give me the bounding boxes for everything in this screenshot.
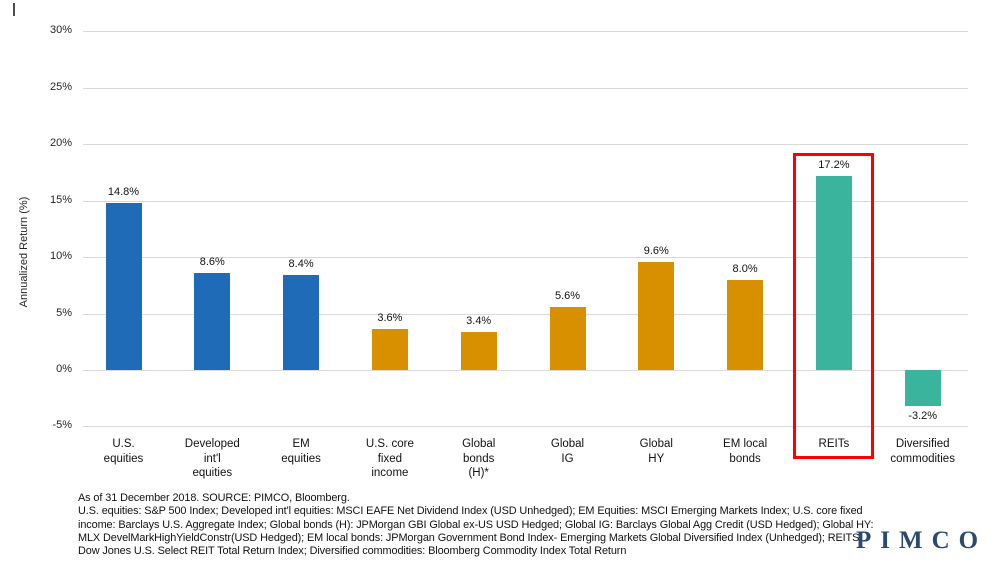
footnote-line-1: As of 31 December 2018. SOURCE: PIMCO, B…	[78, 492, 350, 504]
category-label-global-bonds-h: Global bonds (H)*	[432, 437, 526, 481]
category-label-global-ig: Global IG	[521, 437, 615, 466]
category-label-line: bonds	[729, 452, 761, 465]
gridline-10	[83, 257, 968, 259]
value-label-diversified-commodities: -3.2%	[908, 410, 938, 423]
category-label-u-s-core-fixed-income: U.S. core fixed income	[343, 437, 437, 481]
category-label-line: IG	[561, 452, 574, 465]
gridline-15	[83, 200, 968, 202]
category-label-global-hy: Global HY	[609, 437, 703, 466]
gridline-20	[83, 144, 968, 146]
category-label-reits: REITs	[787, 437, 881, 452]
value-label-global-bonds-h: 3.4%	[466, 314, 492, 327]
category-label-line: EM	[292, 438, 310, 450]
category-label-line: EM local	[723, 438, 768, 450]
value-label-u-s-equities: 14.8%	[107, 185, 140, 198]
bar-global-bonds-h	[460, 331, 497, 370]
bar-em-local-bonds	[727, 279, 764, 370]
gridline-30	[83, 31, 968, 33]
bar-em-equities	[283, 275, 320, 370]
y-tick-label--5: -5%	[52, 419, 72, 432]
y-axis-title: Annualized Return (%)	[18, 196, 30, 308]
reits-highlight-box	[793, 153, 875, 459]
source-footnote: As of 31 December 2018. SOURCE: PIMCO, B…	[78, 492, 874, 558]
category-label-line: equities	[281, 452, 321, 465]
footnote-line-4: MLX DevelMarkHighYieldConstr(USD Hedged)…	[78, 531, 863, 544]
y-tick-label-20: 20%	[49, 137, 72, 150]
value-label-global-hy: 9.6%	[643, 244, 669, 257]
category-label-line: Global	[550, 438, 585, 450]
value-label-developed-int-l-equities: 8.6%	[199, 255, 225, 268]
gridline--5	[83, 426, 968, 428]
category-label-line: int'l	[203, 452, 221, 465]
category-label-diversified-commodities: Diversified commodities	[876, 437, 970, 466]
bar-global-ig	[549, 306, 586, 370]
footnote-line-5: Dow Jones U.S. Select REIT Total Return …	[78, 545, 627, 558]
category-label-line: REITs	[818, 438, 850, 450]
bar-reits	[815, 175, 852, 370]
category-label-line: equities	[192, 467, 233, 479]
category-label-line: commodities	[890, 452, 955, 465]
category-label-line: fixed	[377, 452, 403, 465]
category-label-line: Global	[639, 438, 673, 450]
value-label-em-equities: 8.4%	[288, 258, 314, 271]
value-label-u-s-core-fixed-income: 3.6%	[377, 312, 403, 325]
value-label-global-ig: 5.6%	[554, 289, 581, 302]
y-tick-label-10: 10%	[49, 250, 72, 263]
category-label-developed-int-l-equities: Developed int'l equities	[165, 437, 259, 481]
category-label-line: equities	[103, 452, 144, 465]
category-label-line: Global	[462, 438, 496, 450]
bar-u-s-equities	[105, 202, 142, 370]
bar-u-s-core-fixed-income	[371, 329, 408, 370]
pimco-logo: PIMCO	[856, 527, 988, 554]
category-label-line: bonds	[463, 452, 495, 465]
category-label-line: U.S. core	[365, 438, 414, 450]
category-label-line: Developed	[184, 438, 240, 450]
y-tick-label-5: 5%	[56, 306, 72, 319]
y-tick-label-30: 30%	[49, 24, 72, 37]
category-label-u-s-equities: U.S. equities	[77, 437, 171, 466]
category-label-line: U.S.	[112, 438, 135, 450]
category-label-line: income	[371, 467, 409, 479]
category-label-line: Diversified	[895, 438, 950, 450]
edge-mark	[13, 3, 15, 16]
category-label-em-equities: EM equities	[254, 437, 348, 466]
y-tick-label-0: 0%	[56, 363, 72, 375]
value-label-em-local-bonds: 8.0%	[732, 262, 758, 275]
y-tick-label-15: 15%	[49, 193, 72, 206]
footnote-line-2: U.S. equities: S&P 500 Index; Developed …	[78, 505, 863, 518]
value-label-reits: 17.2%	[818, 158, 850, 171]
bar-developed-int-l-equities	[194, 272, 231, 370]
gridline-25	[83, 87, 968, 89]
category-label-em-local-bonds: EM local bonds	[698, 437, 792, 466]
category-label-line: (H)*	[468, 467, 489, 479]
gridline-5	[83, 313, 968, 315]
category-label-line: HY	[648, 452, 665, 465]
footnote-line-3: income: Barclays U.S. Aggregate Index; G…	[78, 518, 874, 531]
y-tick-label-25: 25%	[49, 80, 72, 93]
gridline-0	[83, 370, 968, 371]
bar-diversified-commodities	[904, 370, 941, 407]
bar-global-hy	[638, 261, 675, 370]
